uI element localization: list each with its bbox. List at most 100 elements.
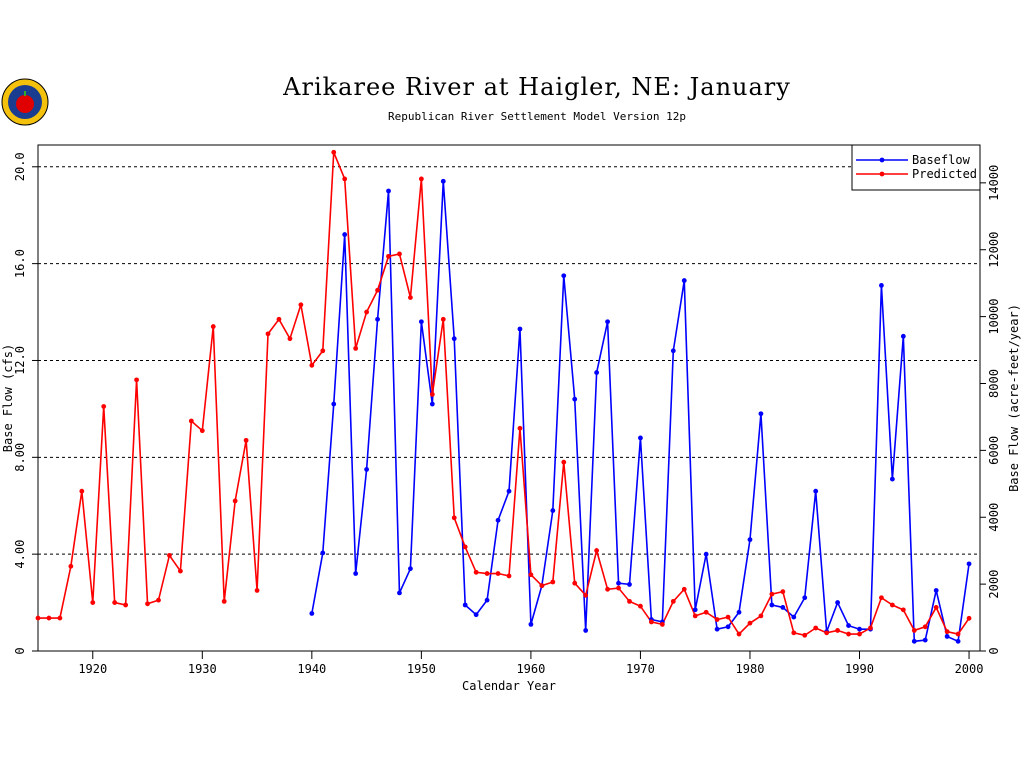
data-point bbox=[791, 614, 797, 620]
data-point bbox=[802, 595, 808, 601]
data-point bbox=[638, 603, 643, 609]
data-point bbox=[276, 316, 282, 322]
data-point bbox=[911, 628, 917, 633]
x-tick-label: 2000 bbox=[955, 662, 984, 676]
data-point bbox=[802, 632, 808, 638]
legend-box bbox=[851, 144, 981, 191]
data-point bbox=[210, 324, 216, 329]
y2-tick-label: 12000 bbox=[987, 232, 1001, 268]
data-point bbox=[517, 425, 523, 431]
data-point bbox=[462, 602, 468, 608]
data-point bbox=[167, 552, 172, 558]
data-point bbox=[177, 568, 183, 574]
data-point bbox=[353, 345, 359, 351]
data-point bbox=[484, 597, 490, 603]
data-point bbox=[188, 418, 194, 424]
data-point bbox=[670, 348, 676, 354]
data-point bbox=[966, 615, 972, 621]
y-axis-label: Base Flow (cfs) bbox=[1, 344, 15, 452]
data-point bbox=[911, 638, 917, 644]
data-point bbox=[670, 598, 676, 604]
data-point bbox=[758, 411, 764, 417]
data-point bbox=[714, 617, 720, 622]
data-point bbox=[484, 571, 490, 576]
x-tick-label: 1920 bbox=[78, 662, 107, 676]
data-point bbox=[397, 590, 402, 596]
y-tick-label: 8.00 bbox=[13, 443, 27, 472]
legend-marker bbox=[879, 157, 885, 163]
data-point bbox=[813, 625, 819, 631]
chart-subtitle: Republican River Settlement Model Versio… bbox=[388, 110, 686, 123]
data-point bbox=[769, 602, 775, 608]
data-point bbox=[320, 348, 326, 354]
data-point bbox=[889, 476, 895, 482]
data-point bbox=[364, 309, 370, 315]
data-point bbox=[429, 401, 435, 407]
data-point bbox=[243, 437, 249, 443]
data-point bbox=[473, 569, 479, 575]
data-point bbox=[550, 579, 556, 585]
data-point bbox=[451, 336, 457, 342]
data-point bbox=[353, 571, 359, 576]
data-point bbox=[648, 619, 654, 625]
y-tick-label: 16.0 bbox=[13, 249, 27, 278]
data-point bbox=[473, 612, 479, 618]
data-point bbox=[725, 624, 731, 630]
data-point bbox=[791, 630, 797, 636]
data-point bbox=[506, 573, 512, 579]
y2-tick-label: 14000 bbox=[987, 165, 1001, 201]
data-point bbox=[857, 626, 862, 632]
data-point bbox=[199, 428, 205, 434]
legend-label: Baseflow bbox=[912, 153, 971, 167]
data-point bbox=[550, 508, 556, 513]
data-point bbox=[900, 607, 906, 613]
data-point bbox=[638, 435, 643, 441]
data-point bbox=[528, 572, 534, 578]
data-point bbox=[364, 467, 370, 472]
data-point bbox=[375, 316, 380, 322]
data-point bbox=[145, 601, 150, 607]
data-point bbox=[418, 319, 424, 325]
y-tick-label: 12.0 bbox=[13, 346, 27, 375]
data-point bbox=[232, 498, 238, 504]
data-point bbox=[813, 488, 819, 494]
data-point bbox=[408, 295, 413, 300]
data-point bbox=[714, 626, 720, 632]
data-point bbox=[627, 598, 632, 604]
data-point bbox=[440, 316, 446, 322]
data-point bbox=[769, 591, 775, 597]
data-point bbox=[703, 551, 709, 557]
chart-title: Arikaree River at Haigler, NE: January bbox=[282, 73, 791, 101]
series-line bbox=[311, 181, 970, 643]
data-point bbox=[451, 515, 457, 521]
data-point bbox=[922, 624, 928, 630]
data-point bbox=[955, 638, 961, 644]
y2-tick-label: 4000 bbox=[987, 503, 1001, 532]
data-point bbox=[397, 251, 402, 257]
data-point bbox=[681, 278, 687, 283]
data-point bbox=[331, 149, 337, 155]
data-point bbox=[594, 370, 600, 375]
data-point bbox=[879, 595, 884, 601]
data-point bbox=[495, 571, 501, 576]
data-point bbox=[254, 588, 260, 593]
data-point bbox=[627, 582, 632, 587]
data-point bbox=[780, 589, 786, 595]
data-point bbox=[846, 631, 851, 637]
data-point bbox=[331, 401, 337, 407]
data-point bbox=[156, 597, 161, 603]
logo bbox=[1, 78, 49, 126]
data-point bbox=[583, 592, 589, 598]
data-point bbox=[900, 333, 906, 339]
data-point bbox=[572, 580, 578, 586]
data-point bbox=[408, 566, 413, 572]
data-point bbox=[462, 544, 468, 550]
data-point bbox=[736, 609, 742, 615]
data-point bbox=[605, 586, 610, 592]
data-point bbox=[342, 232, 348, 237]
data-point bbox=[221, 598, 227, 604]
series-line bbox=[38, 151, 970, 637]
logo-stem bbox=[24, 91, 26, 96]
data-point bbox=[35, 615, 41, 621]
data-point bbox=[495, 517, 501, 523]
